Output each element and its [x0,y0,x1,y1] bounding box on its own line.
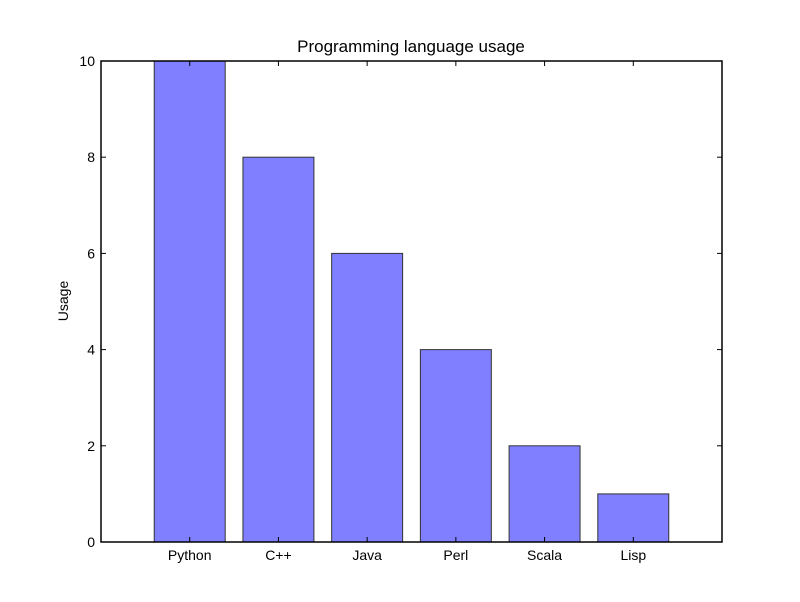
plot-frame [100,60,723,543]
y-tick-label: 6 [87,245,95,261]
bar-scala [508,445,581,543]
y-tick-label: 0 [87,534,95,550]
y-tick-label: 8 [87,149,95,165]
bar-perl [419,349,492,543]
x-tick-label: Lisp [620,547,646,563]
bar-lisp [597,493,670,543]
chart-title: Programming language usage [297,37,525,56]
y-tick-label: 10 [79,53,95,69]
bars-group [153,60,670,543]
x-tick-label: Python [168,547,212,563]
x-tick-label: Java [352,547,382,563]
y-tick-label: 2 [87,438,95,454]
y-axis-label: Usage [55,281,71,322]
bar-java [331,252,404,543]
bar-cpp [242,156,315,543]
y-tick-label: 4 [87,342,95,358]
x-tick-label: Scala [527,547,562,563]
x-tick-label: C++ [265,547,291,563]
bar-python [153,60,226,543]
x-tick-label: Perl [443,547,468,563]
